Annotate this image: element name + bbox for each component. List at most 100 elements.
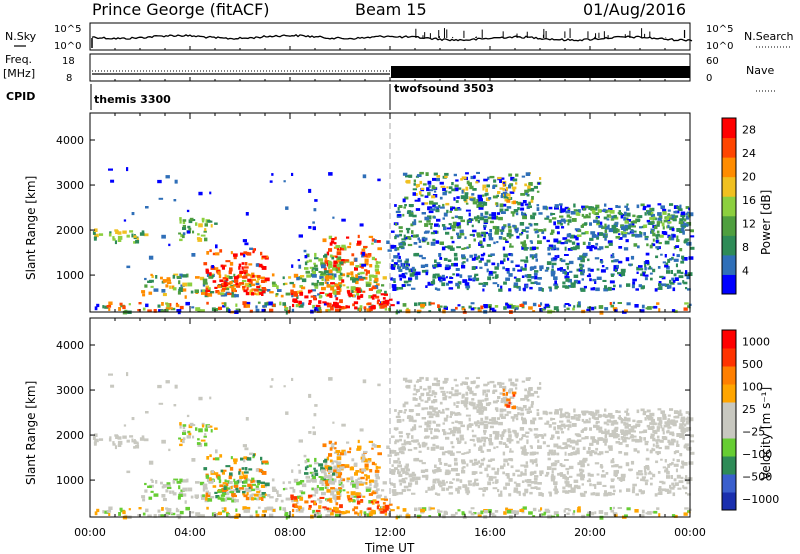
velocity-cell (441, 479, 445, 483)
velocity-cell (369, 469, 373, 473)
power-cell (552, 217, 557, 220)
power-cell (665, 262, 669, 265)
power-cell (333, 291, 339, 295)
power-cell (533, 223, 539, 226)
velocity-cell (346, 510, 350, 514)
velocity-cell (352, 495, 358, 498)
velocity-cell (347, 497, 353, 501)
velocity-cell (439, 484, 443, 488)
power-cell (321, 286, 326, 291)
velocity-cell (282, 488, 286, 491)
velocity-cell (471, 471, 476, 475)
power-cell (530, 281, 535, 285)
power-cell (243, 254, 246, 258)
power-cell (508, 288, 512, 292)
colorbar-swatch (722, 157, 736, 178)
power-cell (133, 241, 136, 244)
velocity-cell (638, 473, 644, 476)
velocity-cell (625, 462, 630, 467)
velocity-cell (365, 478, 368, 481)
velocity-cell (311, 487, 314, 491)
power-cell (568, 240, 572, 243)
velocity-cell (441, 429, 446, 432)
velocity-cell (243, 480, 248, 484)
velocity-cell (557, 425, 562, 428)
velocity-cell (656, 426, 660, 430)
velocity-cell (582, 457, 588, 462)
velocity-cell (404, 465, 409, 469)
velocity-cell (613, 489, 616, 493)
power-cell (157, 304, 161, 308)
power-cell (437, 264, 442, 268)
velocity-cell (574, 484, 578, 489)
velocity-cell (311, 474, 314, 478)
power-cell (447, 259, 452, 262)
velocity-cell (575, 442, 579, 446)
power-cell (438, 276, 441, 281)
power-cell (371, 242, 374, 245)
power-cell (554, 280, 557, 285)
power-cell (429, 208, 434, 211)
nave-label: Nave (746, 64, 774, 77)
power-cell (427, 192, 431, 196)
velocity-cell (362, 481, 366, 485)
velocity-cell (465, 490, 471, 494)
velocity-cell (398, 492, 404, 495)
power-cell (552, 257, 558, 260)
power-cell (249, 309, 253, 313)
power-cell (658, 283, 662, 287)
velocity-cell (166, 508, 170, 513)
power-cell (513, 209, 519, 213)
power-cell (553, 276, 558, 280)
velocity-cell (233, 458, 238, 462)
velocity-cell (402, 377, 408, 381)
velocity-cell (528, 406, 531, 411)
power-cell (369, 264, 373, 268)
power-cell (239, 270, 244, 274)
power-cell (683, 218, 687, 222)
velocity-cell (464, 487, 470, 491)
power-cell (434, 206, 440, 209)
velocity-cell (411, 439, 414, 443)
velocity-cell (492, 390, 496, 394)
ytick-label: 2000 (56, 224, 84, 237)
velocity-cell (604, 430, 609, 435)
velocity-cell (381, 489, 385, 492)
power-cell (251, 283, 256, 287)
power-cell (485, 192, 489, 196)
power-cell (568, 233, 571, 237)
power-cell (626, 207, 630, 211)
power-cell (482, 194, 485, 197)
power-cell (404, 196, 409, 200)
power-cell (252, 251, 255, 254)
velocity-cell (466, 492, 469, 496)
velocity-cell (195, 481, 200, 484)
power-cell (518, 287, 521, 291)
power-cell (356, 295, 361, 300)
velocity-cell (520, 412, 525, 416)
power-cell (575, 245, 580, 250)
velocity-cell (684, 507, 689, 510)
velocity-cell (144, 482, 147, 486)
power-cell (560, 208, 564, 213)
power-cell (520, 202, 524, 207)
power-cell (473, 256, 478, 260)
velocity-cell (456, 427, 460, 432)
velocity-cell (530, 486, 535, 490)
power-cell (637, 215, 643, 219)
velocity-cell (498, 493, 503, 497)
power-cell (501, 211, 506, 214)
velocity-cell (411, 415, 414, 418)
station-title: Prince George (fitACF) (92, 0, 270, 19)
velocity-cell (110, 384, 115, 388)
velocity-cell (451, 393, 456, 397)
power-cell (551, 229, 555, 234)
power-cell (537, 182, 540, 185)
power-cell (620, 231, 624, 234)
power-cell (408, 277, 413, 281)
velocity-cell (438, 513, 441, 516)
power-cell (334, 273, 337, 278)
power-cell (679, 248, 683, 252)
velocity-cell (581, 514, 586, 519)
power-cell (331, 238, 336, 241)
